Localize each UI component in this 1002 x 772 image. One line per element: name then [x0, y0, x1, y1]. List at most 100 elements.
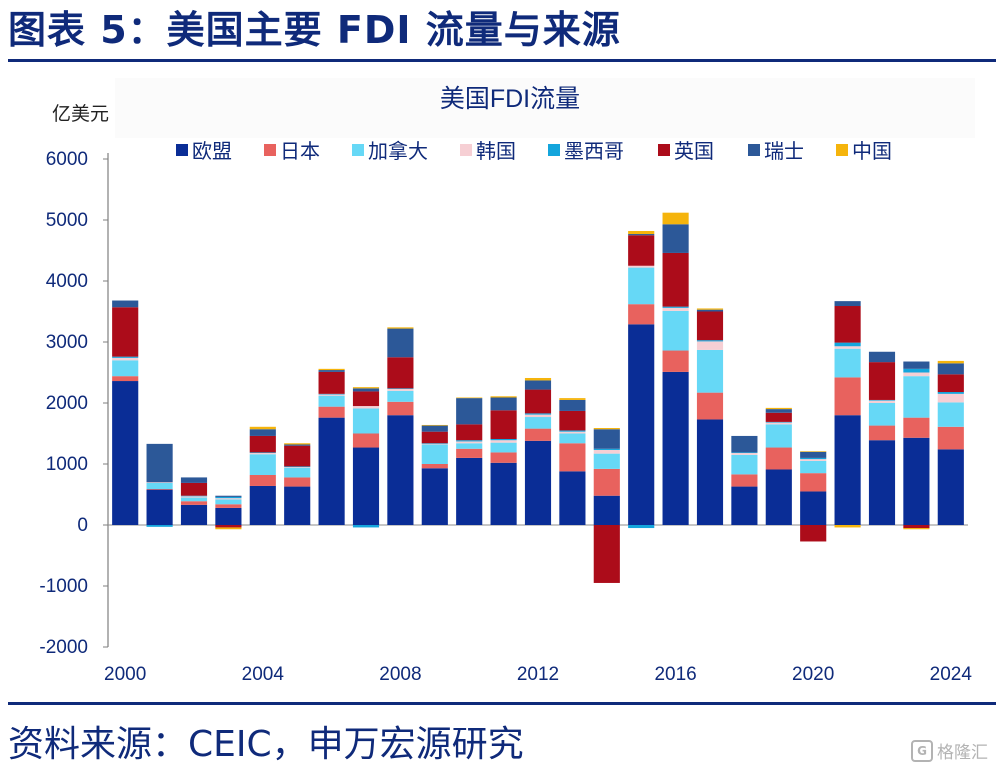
legend-label: 英国 [674, 140, 714, 163]
bar-segment [490, 396, 517, 398]
bar-segment [662, 310, 689, 351]
legend-swatch [748, 144, 760, 156]
bar-segment [628, 525, 655, 529]
bar-segment [696, 349, 724, 393]
bar-segment [800, 460, 827, 474]
bar-segment [146, 489, 173, 490]
bar-segment [765, 412, 792, 422]
bar-segment [146, 443, 173, 483]
top-rule [8, 59, 996, 62]
legend-swatch [658, 144, 670, 156]
bar-stack-2011 [490, 396, 517, 525]
legend-swatch [352, 144, 364, 156]
watermark-text: 格隆汇 [937, 743, 988, 763]
bar-stack-2023 [903, 361, 930, 530]
y-tick-label: -1000 [39, 576, 88, 597]
legend-label: 墨西哥 [564, 141, 624, 163]
bar-segment [421, 431, 448, 444]
bar-segment [628, 235, 655, 266]
bar-segment [318, 417, 345, 525]
legend-label: 加拿大 [368, 139, 428, 163]
bar-stack-2018 [731, 435, 758, 525]
y-tick-label: 3000 [46, 332, 88, 353]
bar-stack-2010 [456, 397, 483, 525]
bar-segment [284, 467, 311, 478]
bar-segment [662, 350, 689, 372]
bar-segment [112, 356, 139, 358]
bar-segment [834, 346, 861, 349]
y-tick-label: 4000 [46, 271, 88, 292]
bar-segment [524, 413, 552, 415]
bar-stack-2017 [696, 308, 724, 525]
x-tick-label: 2016 [654, 664, 696, 685]
x-tick-label: 2020 [792, 664, 834, 685]
bar-segment [456, 398, 483, 425]
bar-segment [731, 474, 758, 487]
bar-segment [112, 376, 139, 382]
bar-segment [800, 473, 827, 492]
bar-segment [834, 301, 861, 307]
bar-stack-2020 [800, 451, 827, 542]
legend-swatch [264, 144, 276, 156]
bar-segment [180, 482, 208, 496]
bar-segment [903, 437, 930, 525]
legend-label: 中国 [852, 140, 892, 163]
bar-segment [352, 391, 380, 407]
bar-segment [318, 406, 345, 418]
bar-segment [387, 415, 414, 525]
y-tick-label: 5000 [46, 210, 88, 231]
bar-segment [868, 362, 896, 400]
bar-segment [284, 486, 311, 525]
bar-stack-2000 [112, 300, 139, 525]
bar-segment [937, 360, 964, 364]
bar-segment [593, 448, 620, 450]
bar-segment [559, 433, 586, 444]
bar-segment [490, 397, 517, 411]
bar-segment [834, 377, 861, 416]
bar-segment [318, 393, 345, 395]
bar-segment [180, 495, 208, 497]
bar-segment [593, 525, 620, 583]
bar-segment [559, 431, 586, 434]
bar-segment [421, 444, 448, 464]
bar-stack-2014 [593, 428, 620, 583]
bar-segment [387, 388, 414, 389]
bar-segment [146, 525, 173, 527]
bar-segment [731, 486, 758, 525]
bar-segment [868, 399, 896, 401]
bar-stack-2022 [868, 351, 896, 525]
bar-segment [318, 394, 345, 396]
bar-segment [456, 440, 483, 442]
bar-segment [284, 466, 311, 468]
bar-segment [800, 451, 827, 458]
bar-segment [215, 499, 242, 505]
chart-title: 美国FDI流量 [440, 85, 580, 113]
legend-swatch [836, 144, 848, 156]
bar-segment [318, 395, 345, 407]
bar-segment [628, 267, 655, 305]
bar-segment [834, 306, 861, 343]
bar-segment [903, 376, 930, 418]
bar-segment [868, 351, 896, 363]
bar-stack-2003 [215, 495, 242, 530]
bar-segment [421, 424, 448, 426]
x-tick-label: 2008 [379, 664, 421, 685]
bar-segment [215, 495, 242, 497]
bar-stack-2012 [524, 377, 552, 525]
bar-segment [903, 361, 930, 369]
bar-segment [352, 433, 380, 448]
bar-segment [765, 447, 792, 470]
bar-stack-2021 [834, 301, 861, 528]
bar-segment [903, 417, 930, 438]
bar-segment [765, 409, 792, 413]
bar-segment [387, 390, 414, 402]
bar-segment [249, 474, 276, 486]
bar-segment [524, 440, 552, 525]
bar-segment [834, 415, 861, 525]
bar-segment [318, 370, 345, 372]
bar-stack-2005 [284, 443, 311, 525]
bar-segment [800, 451, 827, 452]
bar-segment [387, 327, 414, 329]
bar-segment [387, 357, 414, 389]
bar-segment [352, 406, 380, 409]
